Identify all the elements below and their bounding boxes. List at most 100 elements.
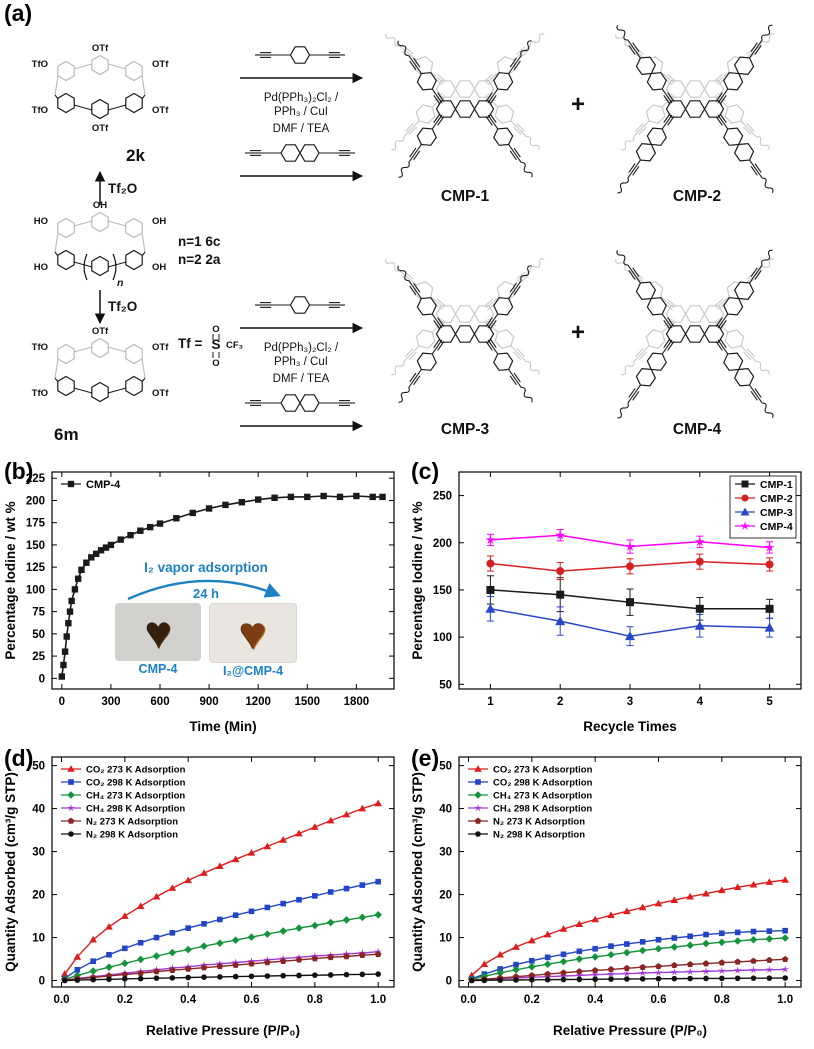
svg-text:0.6: 0.6 bbox=[244, 994, 260, 1006]
substituent-label: OTf bbox=[92, 326, 109, 337]
svg-text:2: 2 bbox=[557, 696, 563, 708]
gas-adsorption-chart-2: 0.0 0.2 0.4 0.6 0.8 1.0 0 10 20 30 40 50 Relative Pr… bbox=[410, 756, 802, 1038]
svg-text:0.8: 0.8 bbox=[307, 994, 324, 1006]
tf-s-label: S bbox=[211, 337, 220, 352]
substituent-label: OH bbox=[152, 262, 166, 273]
svg-text:1800: 1800 bbox=[344, 696, 370, 708]
panel-d: (d) 0.0 0.2 0.4 0.6 0.8 1.0 0 10 20 30 40 50 Relativ… bbox=[0, 745, 407, 1049]
i2-cmp4-powder-heart-icon: ♥ bbox=[239, 607, 267, 659]
panel-a: (a) bbox=[0, 0, 814, 458]
plus-sign: + bbox=[571, 91, 585, 118]
svg-text:Recycle Times: Recycle Times bbox=[583, 719, 677, 734]
legend-label: CH₄ 273 K Adsorption bbox=[493, 790, 592, 801]
svg-text:0.2: 0.2 bbox=[117, 994, 133, 1006]
substituent-label: OTf bbox=[92, 43, 109, 54]
substituent-label: OTf bbox=[152, 105, 169, 116]
cmp3-structure bbox=[381, 253, 550, 407]
svg-text:150: 150 bbox=[26, 540, 45, 552]
legend-label: CMP-4 bbox=[760, 521, 793, 533]
compound-2k-structure: TfO OTf TfO OTf OTf OTf 2k bbox=[32, 43, 170, 165]
substituent-label: OH bbox=[93, 200, 107, 211]
svg-text:0.4: 0.4 bbox=[587, 994, 604, 1006]
svg-text:225: 225 bbox=[26, 473, 46, 485]
iodine-inset: I₂ vapor adsorption 24 h ♥ CMP-4 bbox=[112, 560, 300, 678]
compound-6c-2a-structure: HO OH HO OH OH n bbox=[34, 200, 167, 289]
panel-e-label: (e) bbox=[411, 745, 440, 771]
substituent-label: TfO bbox=[32, 105, 48, 116]
substituent-label: TfO bbox=[32, 388, 48, 399]
substituent-label: HO bbox=[34, 216, 48, 227]
compound-6m-structure: TfO OTf TfO OTf OTf 6m bbox=[32, 326, 170, 444]
solvent-label: DMF / TEA bbox=[273, 373, 330, 385]
svg-text:0.8: 0.8 bbox=[714, 994, 731, 1006]
svg-text:Quantity Adsorbed (cm³/g STP): Quantity Adsorbed (cm³/g STP) bbox=[410, 772, 425, 972]
series-CMP-4 bbox=[58, 492, 386, 680]
svg-text:30: 30 bbox=[32, 847, 45, 859]
panel-a-label: (a) bbox=[4, 0, 33, 26]
cmp3-label: CMP-3 bbox=[441, 421, 490, 438]
legend-label: CH₄ 298 K Adsorption bbox=[493, 803, 592, 814]
svg-text:Quantity Adsorbed (cm³/g STP): Quantity Adsorbed (cm³/g STP) bbox=[3, 772, 18, 972]
legend-label: CO₂ 298 K Adsorption bbox=[86, 777, 186, 788]
panel-b-label: (b) bbox=[4, 458, 34, 484]
series-CMP-4 bbox=[485, 529, 775, 554]
panel-c-label: (c) bbox=[411, 458, 440, 484]
legend-label: CMP-2 bbox=[760, 493, 793, 505]
svg-text:1200: 1200 bbox=[245, 696, 271, 708]
top-reaction: Pd(PPh₃)₂Cl₂ / PPh₃ / CuI DMF / TEA bbox=[240, 47, 364, 182]
substituent-label: OTf bbox=[152, 59, 169, 70]
svg-text:0.2: 0.2 bbox=[524, 994, 540, 1006]
svg-text:3: 3 bbox=[627, 696, 633, 708]
catalyst-label: PPh₃ / CuI bbox=[274, 106, 328, 118]
legend: CO₂ 273 K Adsorption CO₂ 298 K Adsorption… bbox=[61, 764, 186, 840]
svg-text:20: 20 bbox=[32, 890, 45, 902]
series-CMP-3 bbox=[485, 596, 775, 647]
catalyst-label: Pd(PPh₃)₂Cl₂ / bbox=[264, 92, 339, 104]
series-CH₄ 273 K Adsorption bbox=[467, 934, 789, 984]
cmp4-photo: ♥ bbox=[115, 603, 201, 661]
panel-c: (c) 1 2 3 4 5 50 100 150 200 250 Recycle Times Perc… bbox=[407, 458, 814, 745]
cmp1-structure bbox=[381, 28, 550, 182]
repeat-bracket bbox=[112, 253, 117, 281]
legend-label: CO₂ 273 K Adsorption bbox=[493, 764, 593, 775]
legend: CO₂ 273 K Adsorption CO₂ 298 K Adsorption… bbox=[468, 764, 593, 840]
panel-d-label: (d) bbox=[4, 745, 34, 771]
svg-text:0.0: 0.0 bbox=[461, 994, 477, 1006]
inset-title: I₂ vapor adsorption bbox=[144, 560, 268, 575]
cmp4-structure bbox=[611, 245, 780, 422]
svg-text:30: 30 bbox=[439, 847, 452, 859]
repeat-bracket bbox=[83, 253, 88, 281]
legend: CMP-4 bbox=[61, 479, 121, 491]
diethynylbiphenyl-linker bbox=[245, 145, 355, 161]
legend-label: N₂ 298 K Adsorption bbox=[493, 829, 585, 840]
gas-adsorption-chart-1: 0.0 0.2 0.4 0.6 0.8 1.0 0 10 20 30 40 50 Relative Pr… bbox=[3, 756, 395, 1038]
svg-text:100: 100 bbox=[433, 632, 452, 644]
svg-text:4: 4 bbox=[697, 696, 704, 708]
tf-cf3-label: CF₃ bbox=[226, 340, 243, 351]
legend-label: N₂ 273 K Adsorption bbox=[493, 816, 585, 827]
legend-label: N₂ 273 K Adsorption bbox=[86, 816, 178, 827]
panel-b: (b) 0 300 600 900 1200 1500 1800 0 25 50 75 100 125 1… bbox=[0, 458, 407, 745]
bottom-reaction: Pd(PPh₃)₂Cl₂ / PPh₃ / CuI DMF / TEA bbox=[240, 297, 364, 432]
substituent-label: TfO bbox=[32, 59, 48, 70]
svg-text:Relative Pressure (P/P₀): Relative Pressure (P/P₀) bbox=[146, 1023, 300, 1038]
svg-text:0.6: 0.6 bbox=[651, 994, 667, 1006]
legend-label: CO₂ 273 K Adsorption bbox=[86, 764, 186, 775]
svg-text:175: 175 bbox=[26, 518, 46, 530]
tf-eq-label: Tf = bbox=[178, 336, 202, 351]
svg-text:0: 0 bbox=[59, 696, 65, 708]
cmp4-label: CMP-4 bbox=[673, 421, 722, 438]
cmp4-powder-heart-icon: ♥ bbox=[144, 606, 172, 658]
series-CMP-2 bbox=[486, 553, 774, 581]
svg-text:200: 200 bbox=[26, 495, 45, 507]
plus-sign: + bbox=[571, 319, 585, 346]
diethynylbiphenyl-linker bbox=[245, 395, 355, 411]
svg-text:10: 10 bbox=[439, 933, 452, 945]
legend-label: CMP-3 bbox=[760, 507, 793, 519]
svg-text:300: 300 bbox=[101, 696, 120, 708]
inset-duration: 24 h bbox=[192, 586, 219, 601]
svg-text:5: 5 bbox=[766, 696, 773, 708]
cmp4-photo-figure: ♥ CMP-4 bbox=[115, 603, 201, 678]
svg-text:Relative Pressure (P/P₀): Relative Pressure (P/P₀) bbox=[553, 1023, 707, 1038]
series-CMP-1 bbox=[486, 575, 774, 621]
